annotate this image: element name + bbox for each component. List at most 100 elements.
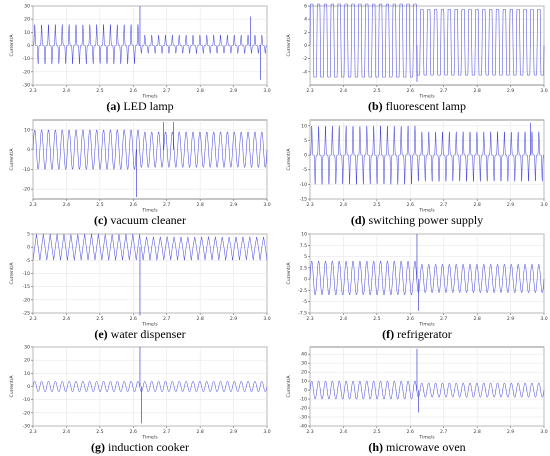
x-tick-label: 2.8 [196,202,203,208]
current-waveform [310,125,544,185]
panel-caption-text: water dispenser [110,327,186,341]
x-tick-label: 3.0 [540,202,547,208]
y-tick-label: -20 [22,410,30,416]
y-tick-label: -5 [302,167,307,173]
x-tick-label: 2.3 [29,429,36,435]
y-tick-label: 2.5 [300,265,307,271]
x-axis-label: Time/s [418,208,435,213]
x-tick-label: 2.7 [163,316,170,322]
x-tick-label: 2.3 [29,202,36,208]
y-tick-label: -30 [299,415,307,421]
panel-caption: (a) LED lamp [5,98,275,114]
x-tick-label: 2.5 [96,316,103,322]
y-tick-label: 0 [27,245,30,251]
current-waveform [309,380,545,400]
x-tick-label: 2.9 [230,202,237,208]
x-tick-label: 2.7 [163,429,170,435]
y-tick-label: -30 [22,424,30,430]
x-tick-label: 2.9 [507,202,514,208]
y-tick-label: 10 [301,232,307,238]
chart-f: 2.3 2.4 2.5 2.6 2.7 2.8 2.9 3.0 -7.5 -5 -2.5 0 2.5 5 7… [286,232,548,327]
panel-letter: (e) [94,327,108,341]
x-tick-label: 2.9 [507,88,514,94]
panel-caption-text: fluorescent lamp [385,99,466,113]
panel-caption-text: induction cooker [108,440,189,454]
y-tick-label: 10 [301,123,307,129]
x-tick-label: 2.3 [306,88,313,94]
current-waveform [32,380,268,393]
x-tick-label: 2.7 [440,316,447,322]
y-tick-label: -40 [299,424,307,430]
x-tick-label: 3.0 [263,316,270,322]
current-waveform [309,3,545,78]
panel-letter: (g) [91,440,105,454]
x-tick-label: 2.5 [96,88,103,94]
x-tick-label: 2.8 [196,88,203,94]
x-tick-label: 2.5 [373,429,380,435]
x-tick-label: 2.7 [440,429,447,435]
y-tick-label: -7.5 [298,311,307,317]
panel-f: 2.3 2.4 2.5 2.6 2.7 2.8 2.9 3.0 -7.5 -5 -2.5 0 2.5 5 7… [282,230,550,343]
plot-area [309,233,545,314]
y-tick-label: 40 [301,352,307,358]
y-tick-label: 6 [304,4,307,10]
y-tick-label: -5 [25,258,30,264]
chart-g: 2.3 2.4 2.5 2.6 2.7 2.8 2.9 3.0 -30 -20 -10 0 10 20 30… [9,345,271,440]
panel-caption: (b) fluorescent lamp [282,98,550,114]
x-tick-label: 2.9 [230,316,237,322]
panel-g: 2.3 2.4 2.5 2.6 2.7 2.8 2.9 3.0 -30 -20 -10 0 10 20 30… [5,343,275,456]
x-tick-label: 2.6 [407,88,414,94]
x-tick-label: 3.0 [540,316,547,322]
y-tick-label: 30 [24,4,30,10]
y-axis-label: Current/A [9,375,15,398]
y-tick-label: 0 [27,43,30,49]
current-waveform [32,233,268,261]
y-tick-label: -20 [22,69,30,75]
panel-b: 2.3 2.4 2.5 2.6 2.7 2.8 2.9 3.0 -4 -2 0 2 4 6 Time/s Cu… [282,2,550,115]
y-tick-label: -10 [299,397,307,403]
plot-area [309,346,545,427]
panel-letter: (b) [368,99,383,113]
y-axis-label: Current/A [9,34,15,57]
x-tick-label: 2.3 [29,316,36,322]
y-tick-label: -15 [22,284,30,290]
x-tick-label: 2.3 [306,316,313,322]
panel-letter: (h) [368,440,384,454]
y-tick-label: -15 [299,197,307,203]
x-tick-label: 2.8 [473,316,480,322]
panel-caption-text: switching power supply [368,213,484,227]
y-tick-label: 10 [24,30,30,36]
x-tick-label: 2.4 [63,316,70,322]
panel-letter: (c) [94,213,108,227]
y-tick-label: -10 [22,56,30,62]
y-tick-label: 0 [304,43,307,49]
x-tick-label: 2.4 [340,88,347,94]
chart-c: 2.3 2.4 2.5 2.6 2.7 2.8 2.9 3.0 -20 -10 0 10 Time/s C… [9,119,271,213]
panel-caption: (g) induction cooker [5,439,275,455]
x-tick-label: 2.6 [130,429,137,435]
current-waveform [33,23,267,65]
x-tick-label: 2.6 [130,316,137,322]
y-tick-label: 20 [301,370,307,376]
x-tick-label: 2.3 [29,88,36,94]
x-axis-label: Time/s [141,208,158,213]
x-tick-label: 2.4 [63,202,70,208]
panel-caption-text: refrigerator [397,327,452,341]
y-tick-label: -5 [302,299,307,305]
y-axis-label: Current/A [9,262,15,285]
panel-e: 2.3 2.4 2.5 2.6 2.7 2.8 2.9 3.0 -25 -20 -15 -10 -5 0 5… [5,230,275,343]
x-tick-label: 2.4 [63,429,70,435]
x-tick-label: 2.7 [163,88,170,94]
x-tick-label: 2.5 [96,202,103,208]
x-tick-label: 2.8 [473,202,480,208]
x-axis-label: Time/s [141,322,158,327]
x-tick-label: 3.0 [263,88,270,94]
y-axis-label: Current/A [9,148,15,171]
x-tick-label: 2.3 [306,202,313,208]
x-tick-label: 3.0 [540,88,547,94]
x-tick-label: 2.9 [230,88,237,94]
panel-caption-text: LED lamp [123,99,174,113]
y-tick-label: 2 [304,30,307,36]
chart-e: 2.3 2.4 2.5 2.6 2.7 2.8 2.9 3.0 -25 -20 -15 -10 -5 0 5… [9,232,271,327]
panel-caption: (f) refrigerator [282,326,550,342]
